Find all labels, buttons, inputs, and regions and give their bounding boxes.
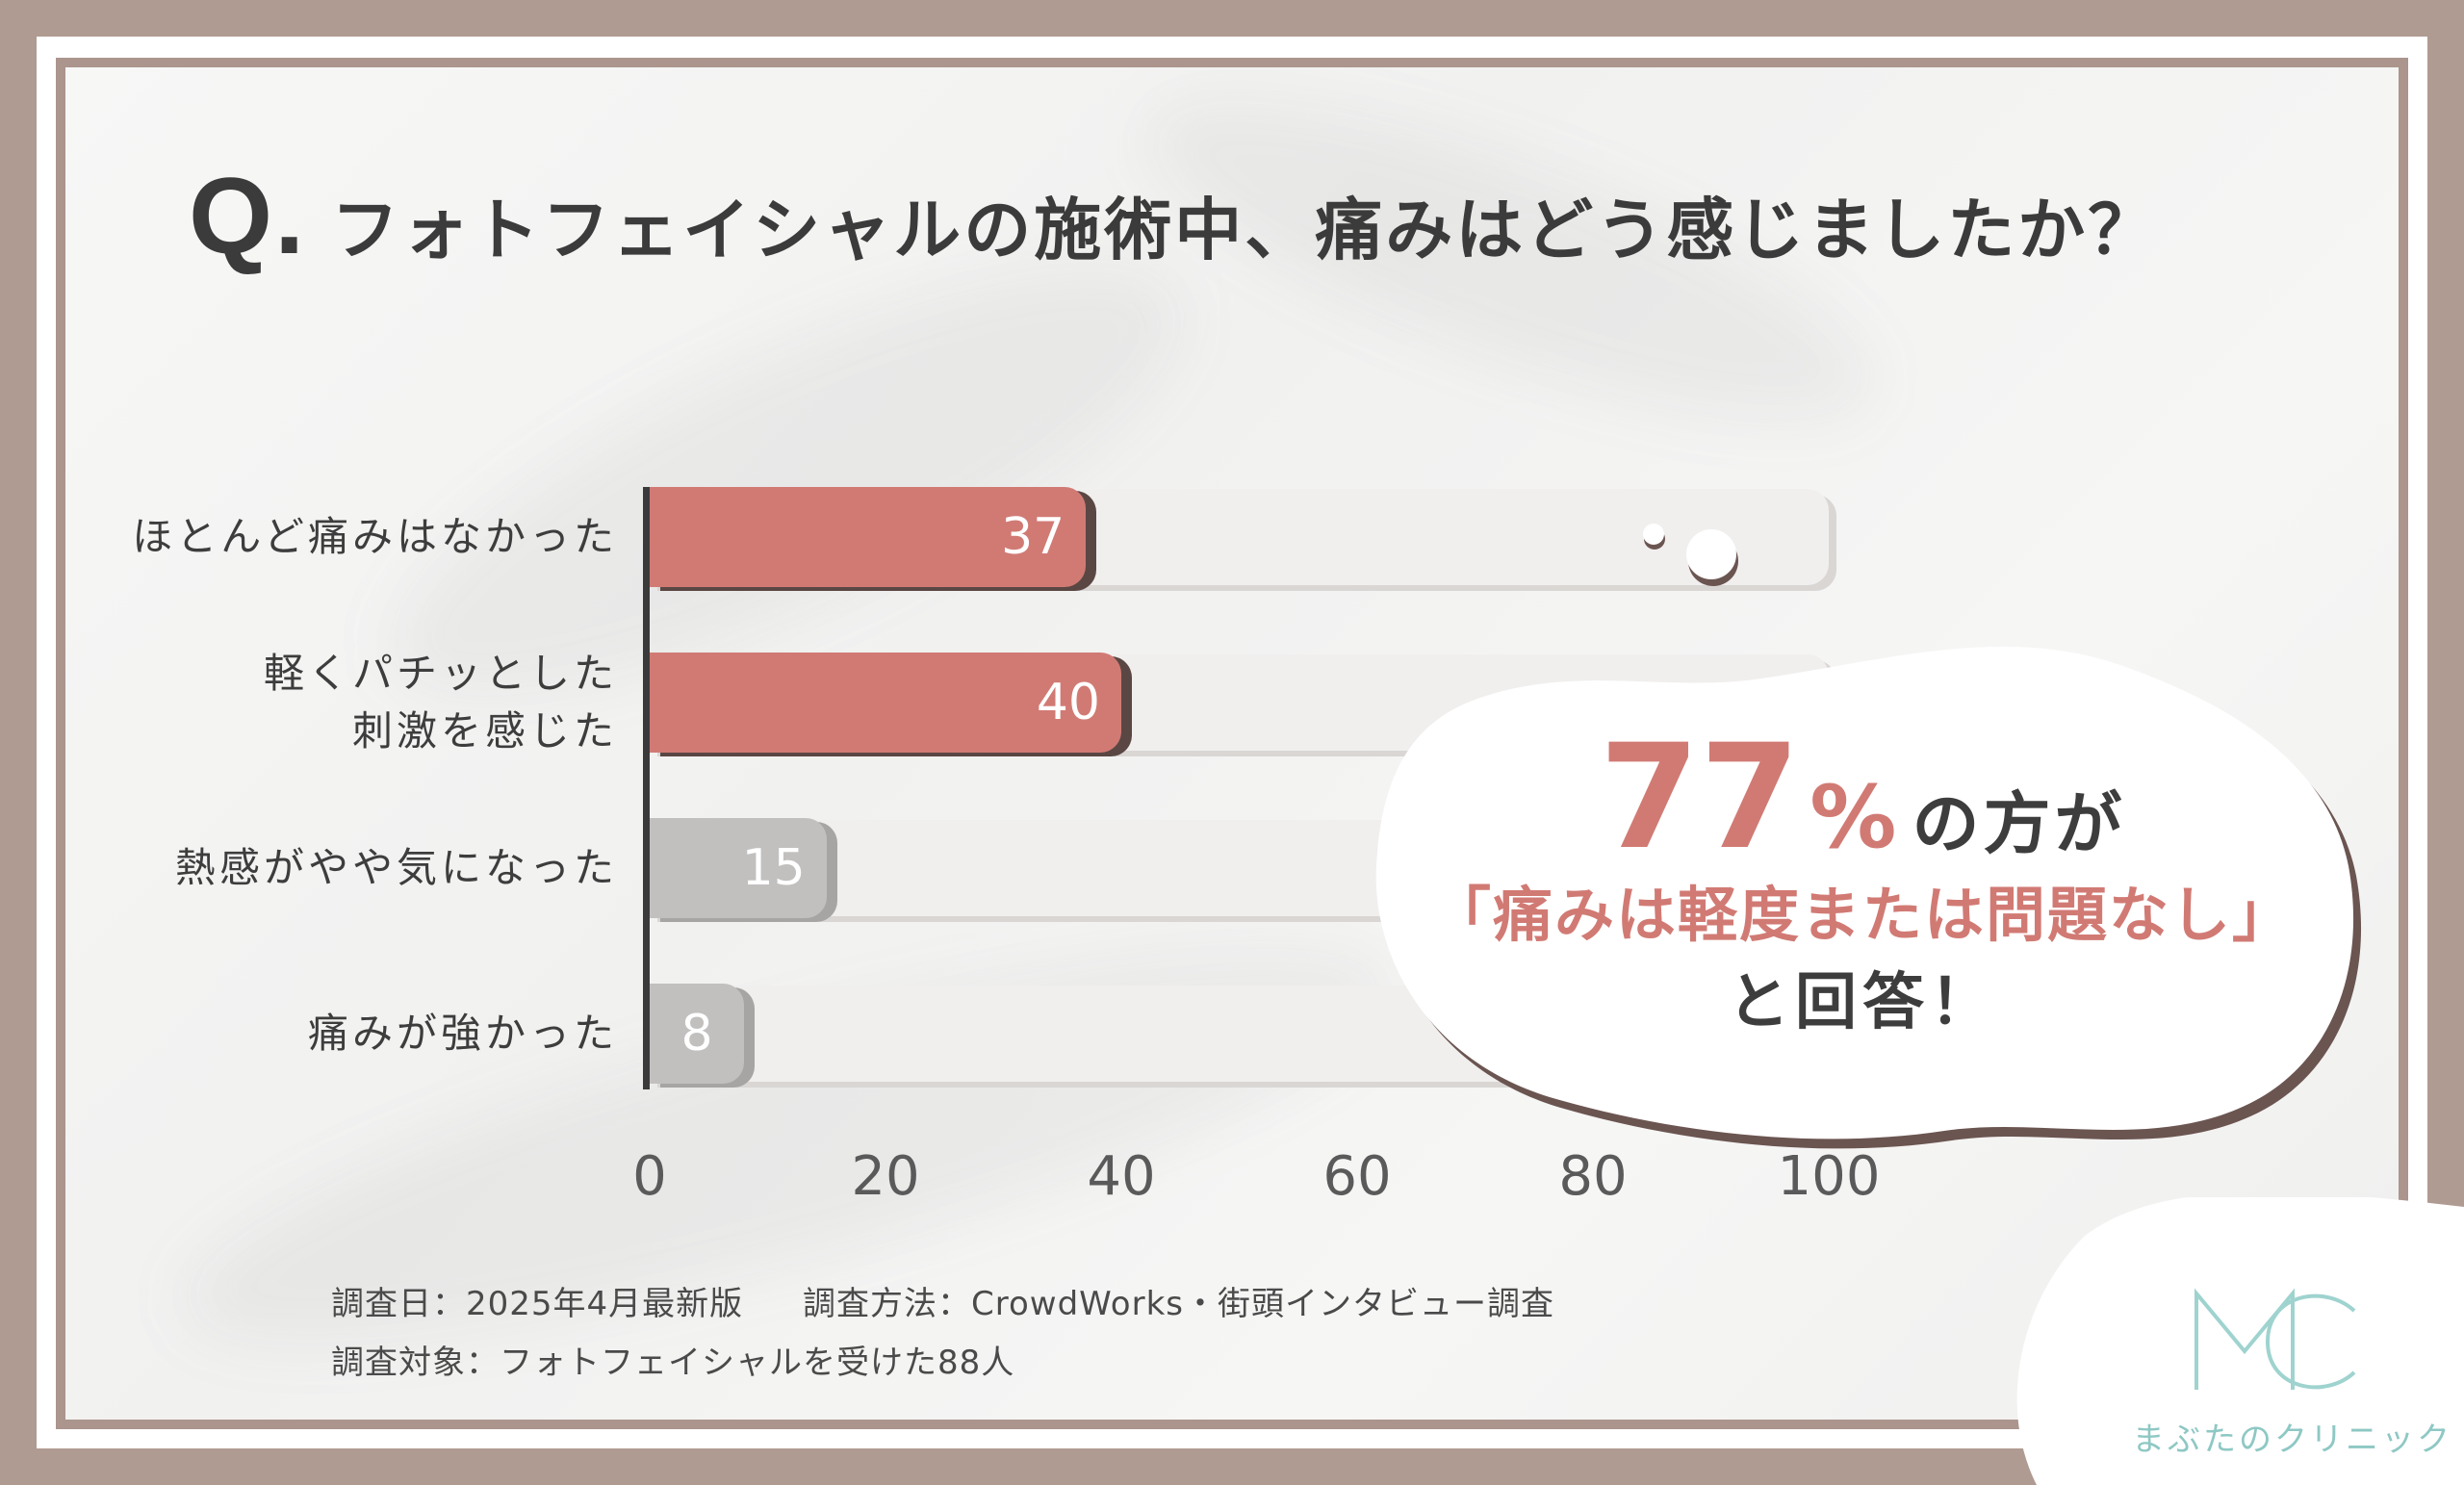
- category-label: 軽くパチッとした刺激を感じた: [264, 645, 618, 760]
- x-tick-label: 100: [1777, 1145, 1881, 1208]
- bar: 15: [650, 818, 827, 918]
- callout-percentage: 77: [1599, 714, 1801, 882]
- category-label-line: 痛みが強かった: [307, 1010, 618, 1057]
- callout-percent-sign: %: [1810, 767, 1897, 868]
- x-tick-label: 20: [851, 1145, 920, 1208]
- callout-headline: 77% の方が: [1376, 714, 2348, 882]
- y-axis-line: [643, 487, 650, 1089]
- bar: 37: [650, 487, 1087, 587]
- category-label: 熱感がやや気になった: [175, 839, 618, 897]
- category-label: 痛みが強かった: [308, 1005, 618, 1063]
- category-label: ほとんど痛みはなかった: [132, 508, 618, 566]
- question-text: フォトフェイシャルの施術中、痛みはどう感じましたか？: [331, 191, 2159, 269]
- clinic-name: まぶたのクリニック: [2132, 1421, 2452, 1459]
- bar-value-label: 40: [1036, 674, 1100, 731]
- callout-quote: 「痛みは軽度または問題なし」: [1430, 880, 2294, 950]
- page-title: Q. フォトフェイシャルの施術中、痛みはどう感じましたか？: [189, 154, 2287, 278]
- question-mark-label: Q.: [189, 156, 307, 276]
- category-label-line: ほとんど痛みはなかった: [132, 513, 618, 560]
- x-tick-label: 0: [632, 1145, 667, 1208]
- clinic-logo-icon: [2194, 1288, 2356, 1390]
- callout-suffix: の方が: [1912, 784, 2126, 863]
- category-label-line: 熱感がやや気になった: [174, 844, 618, 891]
- x-tick-label: 80: [1558, 1145, 1628, 1208]
- survey-date: 調査日：2025年4月最新版: [331, 1285, 744, 1323]
- bar-value-label: 8: [680, 1005, 713, 1063]
- callout-conclusion: と回答！: [1728, 967, 1997, 1038]
- logo-badge: [2016, 1197, 2464, 1485]
- bar: 40: [650, 653, 1121, 753]
- survey-method: 調査方法：CrowdWorks・街頭インタビュー調査: [803, 1285, 1554, 1323]
- bar-value-label: 37: [1001, 508, 1065, 566]
- survey-target: 調査対象：フォトフェイシャルを受けた88人: [331, 1344, 1015, 1382]
- x-tick-label: 60: [1322, 1145, 1392, 1208]
- bar: 8: [650, 984, 744, 1084]
- category-label-line: 軽くパチッとした: [263, 650, 618, 697]
- x-tick-label: 40: [1087, 1145, 1156, 1208]
- bar-value-label: 15: [741, 839, 806, 897]
- category-label-line: 刺激を感じた: [351, 707, 618, 755]
